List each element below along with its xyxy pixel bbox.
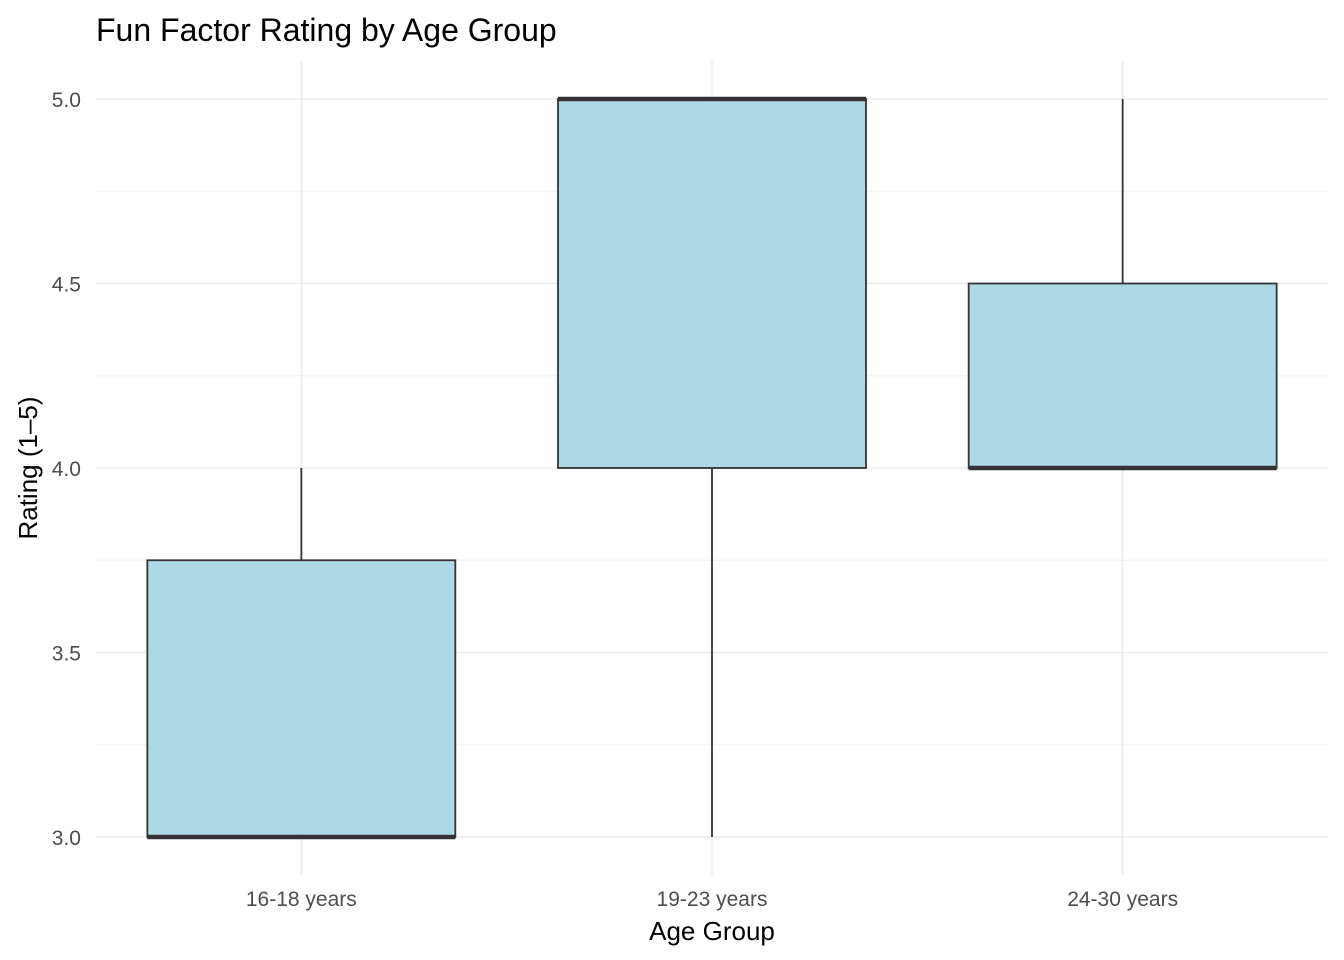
box-group: [146, 468, 457, 840]
y-axis-title: Rating (1–5): [13, 396, 43, 539]
box-group: [967, 99, 1278, 471]
x-tick-label: 19-23 years: [657, 888, 768, 911]
box-body: [146, 559, 457, 838]
y-tick-label: 3.0: [52, 827, 81, 850]
y-tick-label: 4.5: [52, 274, 81, 297]
box-body: [557, 98, 867, 469]
y-tick-label: 4.0: [52, 458, 81, 481]
y-tick-label: 5.0: [52, 89, 81, 112]
y-tick-label: 3.5: [52, 643, 81, 666]
x-axis-title: Age Group: [649, 916, 775, 946]
box-group: [557, 96, 867, 837]
x-tick-label: 24-30 years: [1067, 888, 1178, 911]
box-body: [967, 282, 1278, 469]
chart-title: Fun Factor Rating by Age Group: [96, 12, 557, 48]
x-tick-label: 16-18 years: [246, 888, 357, 911]
y-axis-ticks: 3.0 3.5 4.0 4.5 5.0: [52, 89, 81, 850]
box-plot-marks: [146, 96, 1278, 840]
x-axis-ticks: 16-18 years 19-23 years 24-30 years: [246, 888, 1178, 911]
